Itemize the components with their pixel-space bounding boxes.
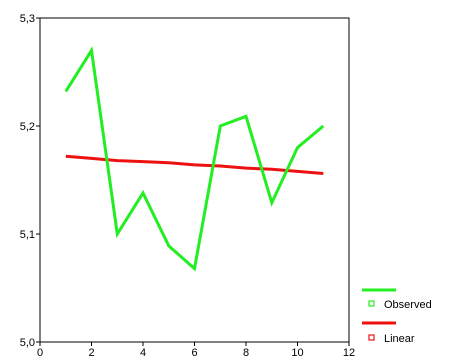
legend: Observed Linear (362, 288, 432, 345)
series-lines (64, 46, 325, 272)
y-tick-label: 5,3 (20, 13, 35, 25)
series-line-linear (65, 154, 324, 175)
x-tick-label: 10 (291, 347, 303, 359)
y-tick-label: 5,1 (20, 229, 35, 241)
plot-frame (39, 17, 350, 343)
legend-marker-observed (368, 300, 375, 307)
legend-label-observed: Observed (384, 299, 432, 311)
legend-label-linear: Linear (384, 333, 415, 345)
y-tick-label: 5,0 (20, 337, 35, 349)
axis-ticks: 5,0 5,1 5,2 5,3 0 2 4 6 8 10 12 (20, 13, 355, 359)
x-tick-label: 12 (343, 347, 355, 359)
x-tick-label: 2 (88, 347, 94, 359)
x-tick-label: 6 (191, 347, 197, 359)
y-tick-label: 5,2 (20, 121, 35, 133)
series-line-observed (64, 46, 325, 272)
x-tick-label: 4 (140, 347, 146, 359)
x-tick-label: 0 (37, 347, 43, 359)
x-tick-label: 8 (243, 347, 249, 359)
legend-marker-linear (368, 334, 375, 341)
